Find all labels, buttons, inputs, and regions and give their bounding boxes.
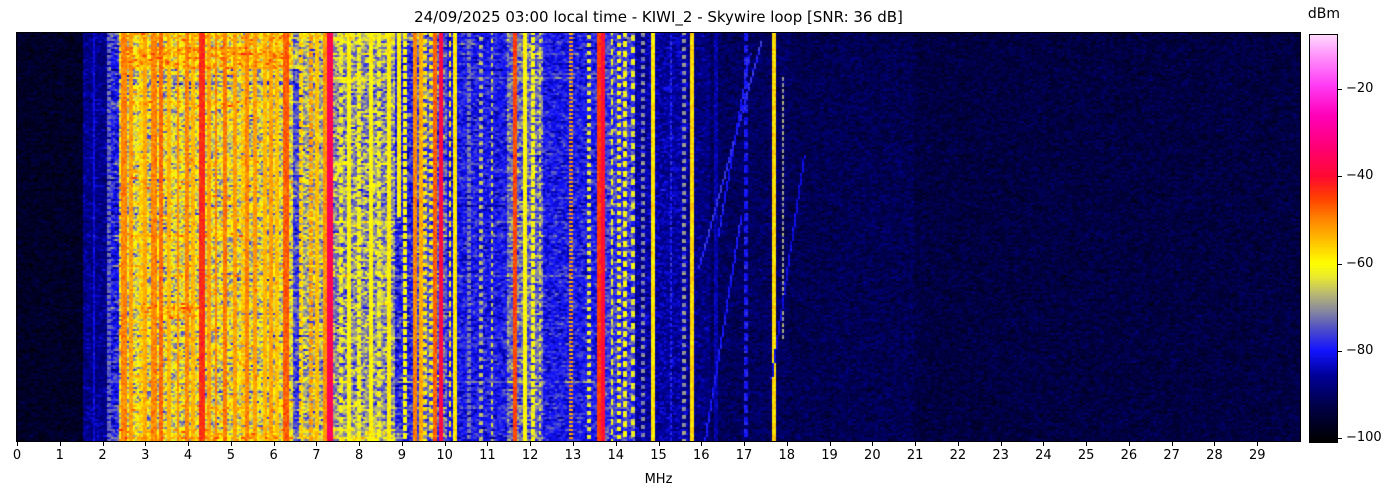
x-tick <box>17 442 18 446</box>
x-tick-label: 16 <box>692 448 710 463</box>
x-tick-label: 4 <box>183 448 193 463</box>
x-tick <box>615 442 617 446</box>
x-tick <box>316 442 318 446</box>
x-tick-label: 27 <box>1163 448 1180 463</box>
colorbar <box>1309 34 1338 443</box>
x-tick <box>1128 442 1130 446</box>
x-tick <box>401 442 403 446</box>
x-tick-label: 8 <box>354 448 364 463</box>
x-axis-label: MHz <box>644 472 673 487</box>
x-tick-label: 24 <box>1035 448 1052 463</box>
colorbar-tick <box>1338 176 1342 178</box>
x-tick <box>744 442 746 446</box>
colorbar-tick-label: −20 <box>1346 81 1374 97</box>
x-tick-label: 20 <box>864 448 881 463</box>
colorbar-tick-label: −80 <box>1346 342 1374 358</box>
x-tick <box>915 442 917 446</box>
x-tick <box>572 442 574 446</box>
x-tick-label: 7 <box>312 448 321 463</box>
colorbar-unit-label: dBm <box>1307 6 1341 22</box>
x-tick-label: 9 <box>397 448 407 463</box>
x-tick <box>658 442 660 446</box>
x-tick-label: 3 <box>141 448 150 463</box>
colorbar-tick-label: −40 <box>1346 168 1374 184</box>
x-tick-label: 23 <box>992 448 1009 463</box>
x-tick-label: 12 <box>521 448 539 463</box>
x-tick <box>487 442 489 446</box>
x-tick <box>359 442 361 446</box>
x-tick <box>273 442 275 446</box>
x-tick-label: 10 <box>436 448 453 463</box>
x-tick-label: 22 <box>949 448 967 463</box>
x-tick-label: 25 <box>1077 448 1095 463</box>
x-tick-label: 17 <box>735 448 753 463</box>
x-tick <box>1257 442 1259 446</box>
x-tick-label: 15 <box>650 448 667 463</box>
colorbar-tick-label: −60 <box>1346 255 1374 271</box>
x-tick-label: 21 <box>906 448 924 463</box>
colorbar-tick <box>1338 350 1342 352</box>
x-tick <box>829 442 831 446</box>
x-tick <box>145 442 147 446</box>
colorbar-canvas <box>1310 35 1337 442</box>
x-tick <box>188 442 190 446</box>
x-tick-label: 29 <box>1248 448 1266 463</box>
colorbar-tick <box>1338 437 1342 439</box>
x-axis-ticks: 0 1 2 3 4 5 6 7 8 9 10 11 12 13 14 15 16 17 18 19 20 21 22 23 24… <box>13 442 1300 472</box>
x-tick-label: 19 <box>821 448 838 463</box>
colorbar-ticks: −20 −40 −60 −80 −100 <box>1338 0 1400 500</box>
x-tick-label: 14 <box>607 448 624 463</box>
x-tick-label: 1 <box>55 448 64 463</box>
x-tick <box>530 442 532 446</box>
x-tick <box>444 442 446 446</box>
x-tick-label: 13 <box>564 448 582 463</box>
x-tick <box>701 442 703 446</box>
x-tick-label: 28 <box>1206 448 1223 463</box>
x-tick <box>957 442 959 446</box>
x-tick-label: 11 <box>479 448 496 463</box>
x-tick <box>230 442 232 446</box>
x-tick-label: 18 <box>778 448 796 463</box>
colorbar-tick <box>1338 263 1342 265</box>
spectrogram-canvas <box>17 33 1300 441</box>
x-tick <box>786 442 788 446</box>
x-tick-label: 6 <box>269 448 278 463</box>
x-tick <box>1171 442 1173 446</box>
chart-title: 24/09/2025 03:00 local time - KIWI_2 - S… <box>414 8 903 26</box>
x-tick <box>1214 442 1216 446</box>
x-tick-label: 26 <box>1120 448 1138 463</box>
colorbar-tick-label: −100 <box>1346 429 1382 445</box>
x-tick <box>102 442 104 446</box>
plot-area <box>16 32 1301 442</box>
x-tick <box>1043 442 1045 446</box>
x-tick-label: 0 <box>12 448 22 463</box>
x-tick-label: 2 <box>98 448 107 463</box>
x-tick <box>1000 442 1002 446</box>
x-tick <box>59 442 61 446</box>
x-tick <box>872 442 874 446</box>
x-tick-label: 5 <box>226 448 235 463</box>
x-tick <box>1086 442 1088 446</box>
colorbar-tick <box>1338 89 1342 91</box>
